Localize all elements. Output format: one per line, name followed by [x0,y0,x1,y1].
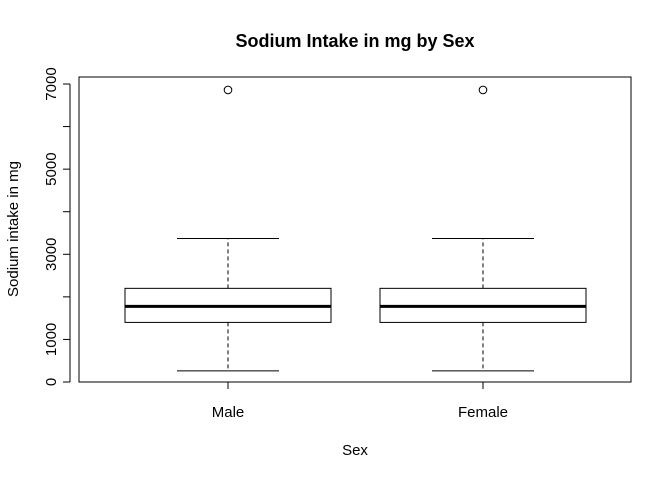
x-tick-label: Female [458,404,508,421]
box-female [379,85,587,372]
x-tick-label: Male [212,404,245,421]
y-tick-label: 3000 [43,238,60,271]
y-tick-label: 5000 [43,152,60,185]
x-axis: Male Female [212,381,508,421]
y-axis: 0 1000 3000 5000 7000 [43,67,71,386]
box-male [124,85,332,372]
y-tick-label: 7000 [43,67,60,100]
x-axis-label: Sex [342,442,368,459]
box-group [124,85,587,372]
outlier-point [223,85,233,95]
y-tick-label: 1000 [43,323,60,356]
chart-title: Sodium Intake in mg by Sex [235,31,474,51]
plot-frame [78,76,632,383]
y-tick-label: 0 [43,378,60,386]
y-axis-label: Sodium intake in mg [5,161,22,297]
outlier-point [478,85,488,95]
